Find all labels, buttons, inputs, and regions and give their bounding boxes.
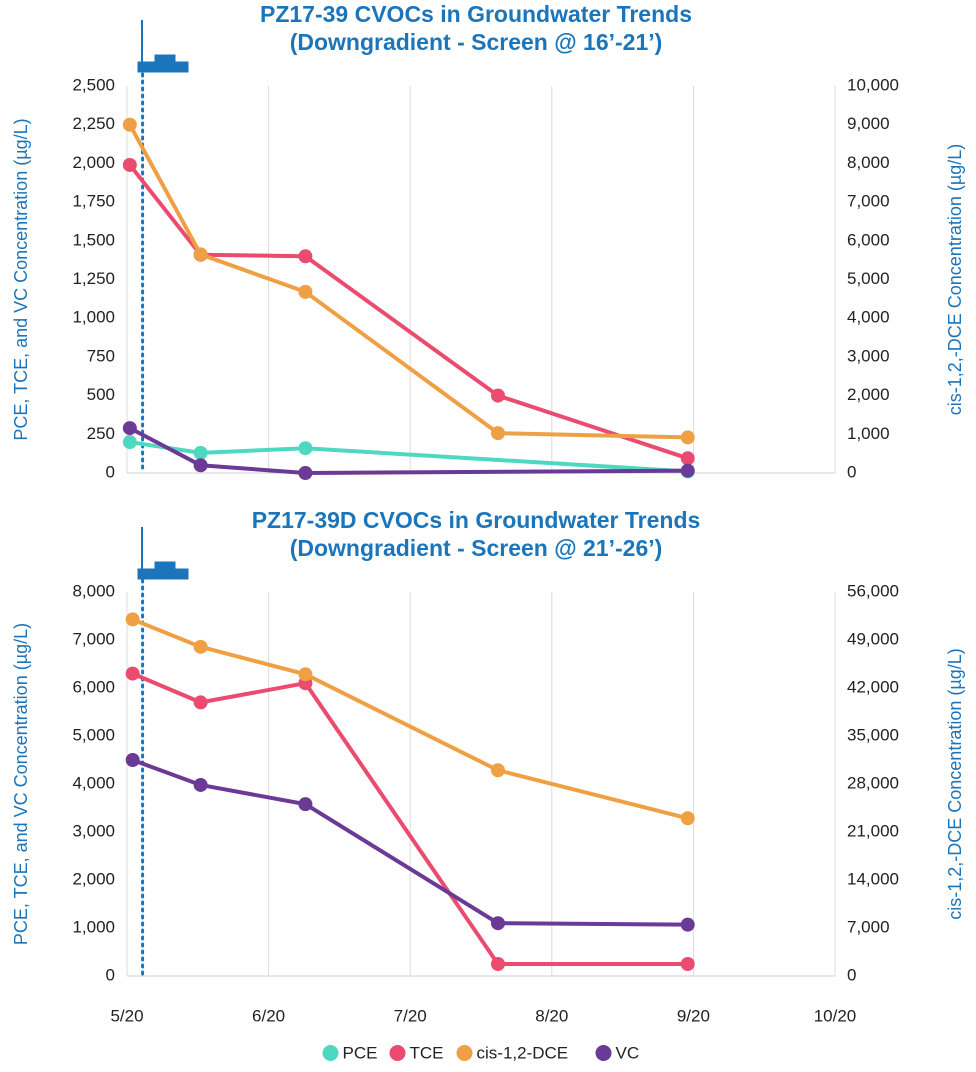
data-point xyxy=(122,421,137,436)
data-point xyxy=(490,426,505,441)
legend-swatch xyxy=(389,1045,406,1061)
data-point xyxy=(122,117,137,132)
y-tick-label: 750 xyxy=(87,346,115,365)
chart-title: PZ17-39D CVOCs in Groundwater Trends xyxy=(252,507,701,533)
legend-swatch xyxy=(322,1045,339,1061)
y2-tick-label: 1,000 xyxy=(847,424,890,443)
y-tick-label: 1,750 xyxy=(72,192,115,211)
y-tick-label: 1,250 xyxy=(72,269,115,288)
series-line xyxy=(128,426,688,476)
y-tick-label: 250 xyxy=(87,424,115,443)
data-point xyxy=(298,249,313,264)
y2-tick-label: 42,000 xyxy=(847,677,899,696)
y2-tick-label: 8,000 xyxy=(847,153,890,172)
y-tick-label: 2,000 xyxy=(72,153,115,172)
chart-subtitle: (Downgradient - Screen @ 21’-26’) xyxy=(290,535,663,561)
y-tick-label: 1,000 xyxy=(72,308,115,327)
y2-tick-label: 3,000 xyxy=(847,346,890,365)
data-point xyxy=(490,916,505,931)
chart-subtitle: (Downgradient - Screen @ 16’-21’) xyxy=(290,29,663,55)
y2-axis-title: cis-1,2,-DCE Concentration (µg/L) xyxy=(945,648,965,919)
x-tick-label: 9/20 xyxy=(677,1006,710,1025)
y2-tick-label: 10,000 xyxy=(847,75,899,94)
drill-icon xyxy=(137,20,189,580)
y-axis-title: PCE, TCE, and VC Concentration (µg/L) xyxy=(11,118,31,440)
data-point xyxy=(125,612,140,627)
x-tick-label: 7/20 xyxy=(394,1006,427,1025)
legend-swatch xyxy=(595,1045,612,1061)
data-point xyxy=(193,777,208,792)
legend-swatch xyxy=(456,1045,473,1061)
data-point xyxy=(193,445,208,460)
y2-tick-label: 7,000 xyxy=(847,192,890,211)
y2-tick-label: 5,000 xyxy=(847,269,890,288)
data-point xyxy=(680,957,695,971)
data-point xyxy=(680,451,695,466)
series-line xyxy=(128,163,689,461)
data-point xyxy=(193,695,208,710)
data-point xyxy=(122,435,137,450)
legend-label: VC xyxy=(616,1043,640,1062)
y-tick-label: 500 xyxy=(87,385,115,404)
y-tick-label: 0 xyxy=(106,462,115,481)
y2-tick-label: 9,000 xyxy=(847,114,890,133)
y2-tick-label: 0 xyxy=(847,462,856,481)
y2-tick-label: 6,000 xyxy=(847,230,890,249)
legend-label: PCE xyxy=(343,1043,378,1062)
legend-label: TCE xyxy=(410,1043,444,1062)
y2-tick-label: 49,000 xyxy=(847,629,899,648)
data-point xyxy=(680,463,695,478)
data-point xyxy=(298,284,313,299)
data-point xyxy=(125,753,140,767)
y2-tick-label: 14,000 xyxy=(847,869,899,888)
y2-tick-label: 0 xyxy=(847,965,856,984)
y2-tick-label: 35,000 xyxy=(847,725,899,744)
data-point xyxy=(490,957,505,971)
data-point xyxy=(298,466,313,480)
legend-label: cis-1,2-DCE xyxy=(477,1043,569,1062)
y-tick-label: 2,500 xyxy=(72,75,115,94)
chart-title: PZ17-39 CVOCs in Groundwater Trends xyxy=(260,1,692,27)
x-tick-label: 8/20 xyxy=(535,1006,568,1025)
data-point xyxy=(680,811,695,826)
data-point xyxy=(298,797,313,812)
series-line xyxy=(128,123,688,440)
y-tick-label: 4,000 xyxy=(72,773,115,792)
y-tick-label: 6,000 xyxy=(72,677,115,696)
y-tick-label: 1,500 xyxy=(72,230,115,249)
data-point xyxy=(193,639,208,654)
x-tick-label: 5/20 xyxy=(110,1006,143,1025)
data-point xyxy=(122,157,137,172)
y-tick-label: 0 xyxy=(106,965,115,984)
data-point xyxy=(298,667,313,682)
y-tick-label: 7,000 xyxy=(72,629,115,648)
y-tick-label: 3,000 xyxy=(72,821,115,840)
y-tick-label: 5,000 xyxy=(72,725,115,744)
y2-tick-label: 21,000 xyxy=(847,821,899,840)
y2-tick-label: 4,000 xyxy=(847,308,890,327)
data-point xyxy=(298,441,313,456)
y-tick-label: 8,000 xyxy=(72,581,115,600)
x-tick-label: 6/20 xyxy=(252,1006,285,1025)
data-point xyxy=(680,430,695,445)
y-axis-title: PCE, TCE, and VC Concentration (µg/L) xyxy=(11,623,31,945)
data-point xyxy=(125,666,140,681)
data-point xyxy=(490,763,505,778)
y2-tick-label: 7,000 xyxy=(847,917,890,936)
data-point xyxy=(680,917,695,932)
data-point xyxy=(490,388,505,403)
y2-axis-title: cis-1,2,-DCE Concentration (µg/L) xyxy=(945,144,965,415)
data-point xyxy=(193,458,208,473)
y-tick-label: 2,000 xyxy=(72,869,115,888)
x-tick-label: 10/20 xyxy=(814,1006,857,1025)
y2-tick-label: 56,000 xyxy=(847,581,899,600)
y-tick-label: 1,000 xyxy=(72,917,115,936)
y-tick-label: 2,250 xyxy=(72,114,115,133)
y2-tick-label: 28,000 xyxy=(847,773,899,792)
data-point xyxy=(193,247,208,262)
y2-tick-label: 2,000 xyxy=(847,385,890,404)
